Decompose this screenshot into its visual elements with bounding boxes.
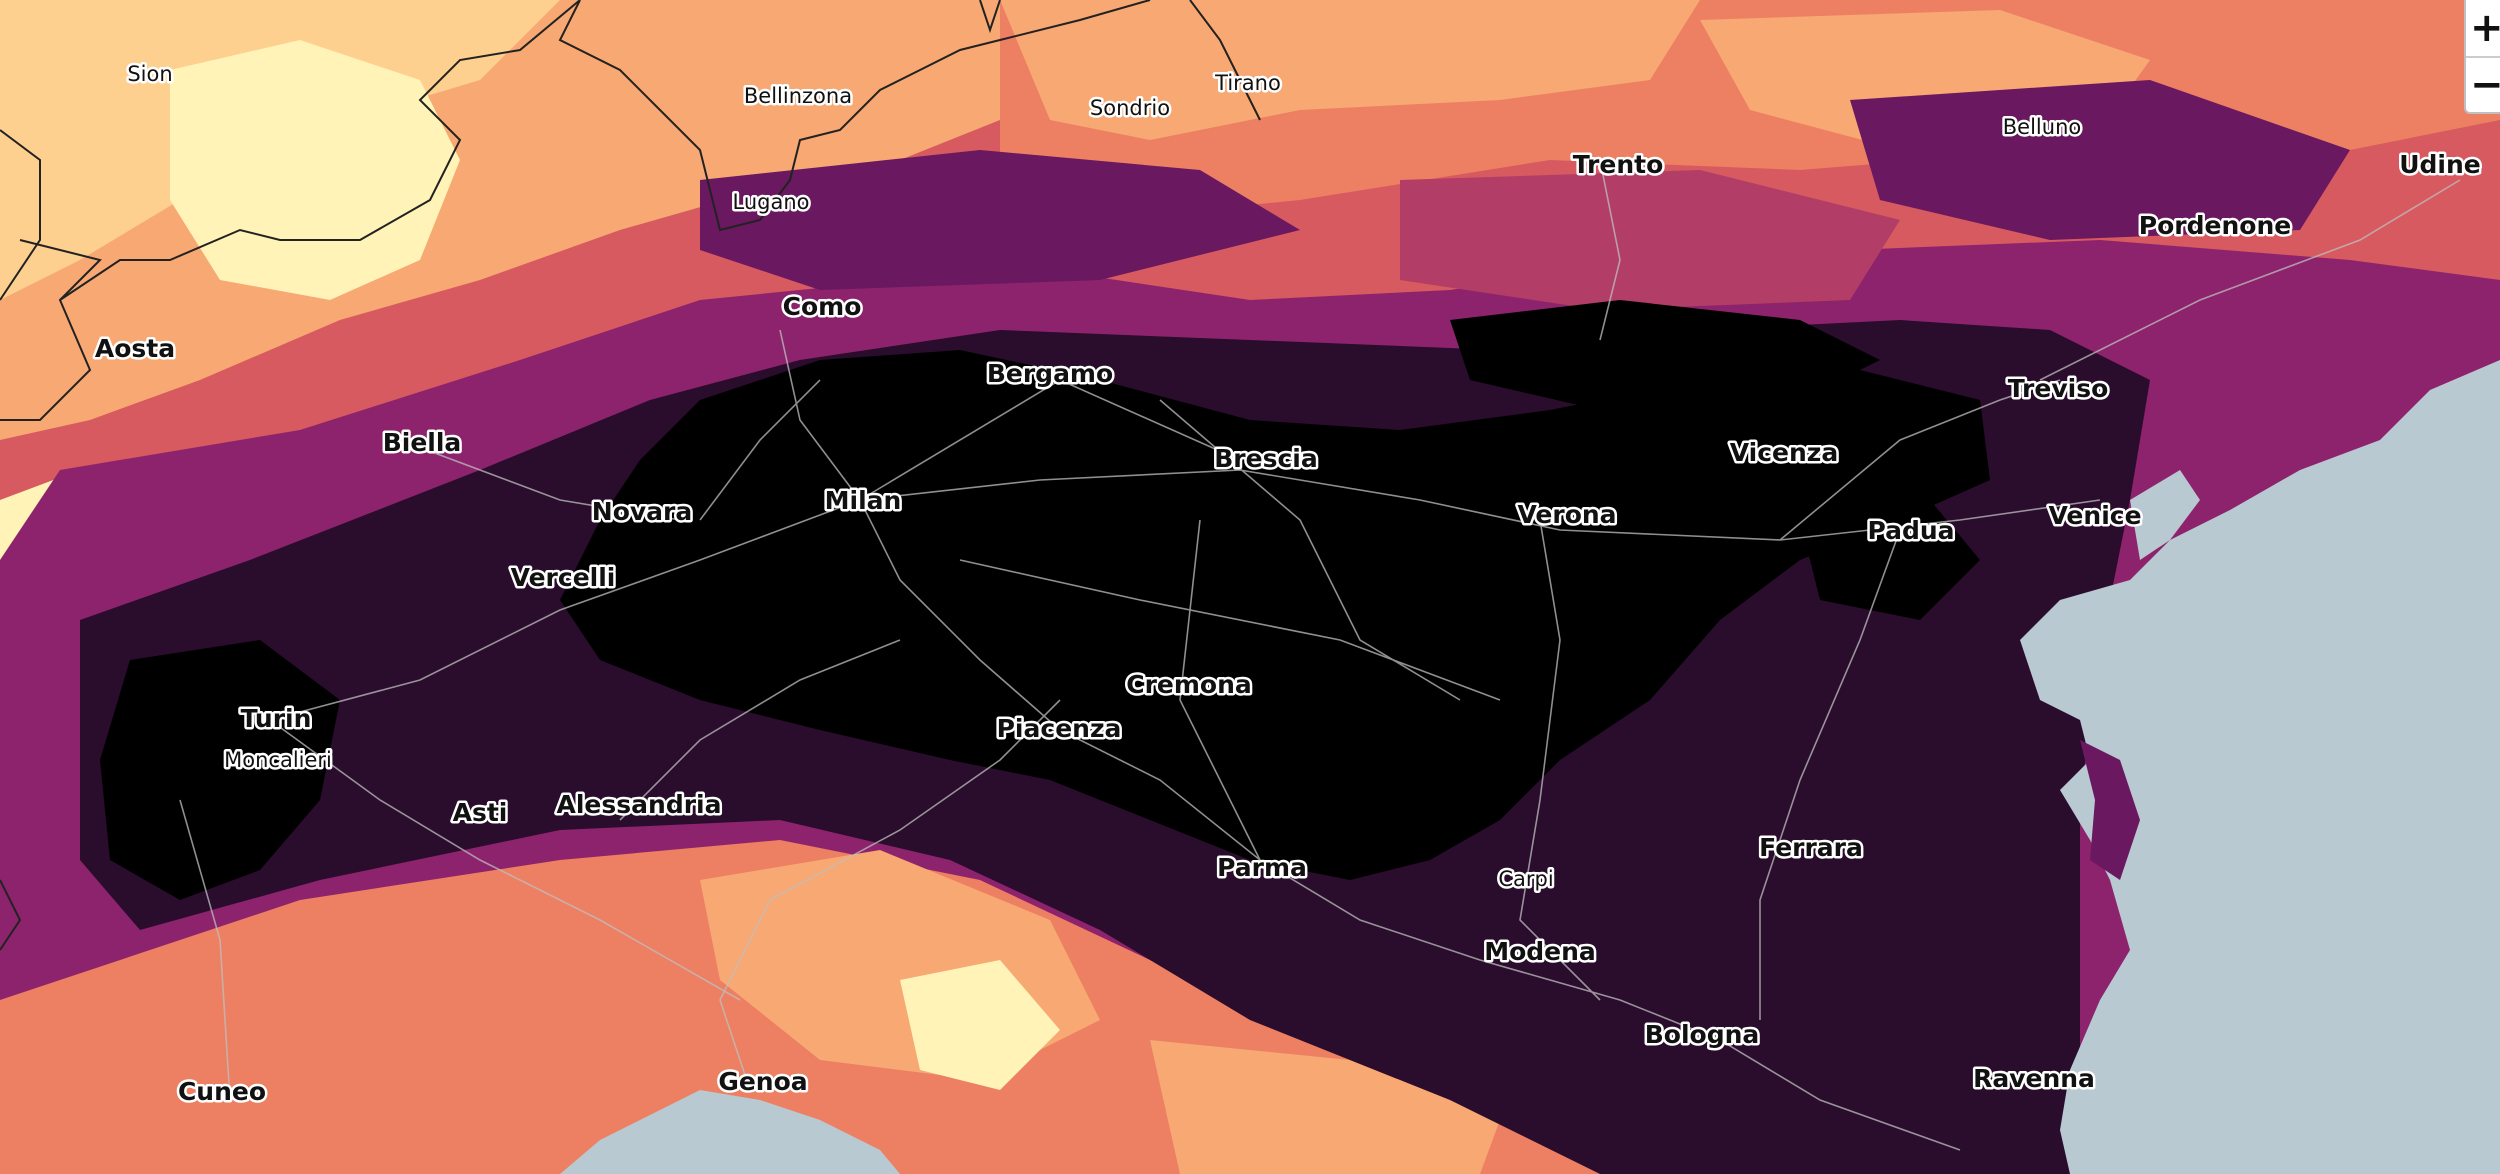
city-label-ferrara: Ferrara xyxy=(1759,833,1863,862)
city-label-udine: Udine xyxy=(2399,150,2481,179)
region-alps-north xyxy=(0,0,2500,980)
city-label-genoa: Genoa xyxy=(718,1067,807,1096)
city-label-belluno: Belluno xyxy=(2003,115,2081,139)
city-label-brescia: Brescia xyxy=(1214,444,1317,473)
city-label-aosta: Aosta xyxy=(95,334,175,363)
city-label-alessandria: Alessandria xyxy=(557,790,722,819)
city-label-sion: Sion xyxy=(127,62,172,86)
city-label-treviso: Treviso xyxy=(2008,374,2109,403)
city-label-sondrio: Sondrio xyxy=(1090,96,1170,120)
city-label-padua: Padua xyxy=(1867,516,1954,545)
city-label-moncalieri: Moncalieri xyxy=(224,748,332,772)
city-label-carpi: Carpi xyxy=(1498,867,1553,891)
city-label-tirano: Tirano xyxy=(1214,71,1281,95)
city-label-bellinzona: Bellinzona xyxy=(744,84,852,108)
country-borders xyxy=(0,0,1261,951)
lagoon xyxy=(2130,470,2200,560)
city-label-turin: Turin xyxy=(241,704,312,733)
city-label-cuneo: Cuneo xyxy=(178,1077,266,1106)
city-label-cremona: Cremona xyxy=(1126,670,1252,699)
city-label-lugano: Lugano xyxy=(733,190,810,214)
city-label-novara: Novara xyxy=(592,497,692,526)
zoom-out-button[interactable]: − xyxy=(2466,56,2500,112)
sea-ligurian xyxy=(560,1090,900,1174)
city-label-pordenone: Pordenone xyxy=(2139,211,2291,240)
region-dense-core xyxy=(100,300,1990,900)
city-label-venice: Venice xyxy=(2048,501,2141,530)
city-label-piacenza: Piacenza xyxy=(997,714,1122,743)
city-label-vicenza: Vicenza xyxy=(1730,438,1838,467)
city-label-vercelli: Vercelli xyxy=(511,563,616,592)
city-label-trento: Trento xyxy=(1573,150,1664,179)
city-label-ravenna: Ravenna xyxy=(1973,1064,2095,1093)
city-labels: Sion Bellinzona Sondrio Tirano Lugano Belluno… xyxy=(92,60,2483,1109)
zoom-control: + − xyxy=(2464,0,2500,114)
po-delta xyxy=(2080,740,2140,880)
city-label-verona: Verona xyxy=(1517,500,1616,529)
city-label-bologna: Bologna xyxy=(1645,1020,1760,1049)
road-network xyxy=(179,159,2461,1151)
city-label-parma: Parma xyxy=(1217,853,1307,882)
city-label-bergamo: Bergamo xyxy=(987,359,1113,388)
city-label-biella: Biella xyxy=(383,428,462,457)
city-label-como: Como xyxy=(783,292,862,321)
region-apennines xyxy=(0,840,1750,1174)
sea-adriatic xyxy=(2020,360,2500,1174)
zoom-in-button[interactable]: + xyxy=(2470,5,2500,51)
city-label-milan: Milan xyxy=(825,486,902,515)
city-label-modena: Modena xyxy=(1484,937,1596,966)
city-label-asti: Asti xyxy=(453,798,508,827)
